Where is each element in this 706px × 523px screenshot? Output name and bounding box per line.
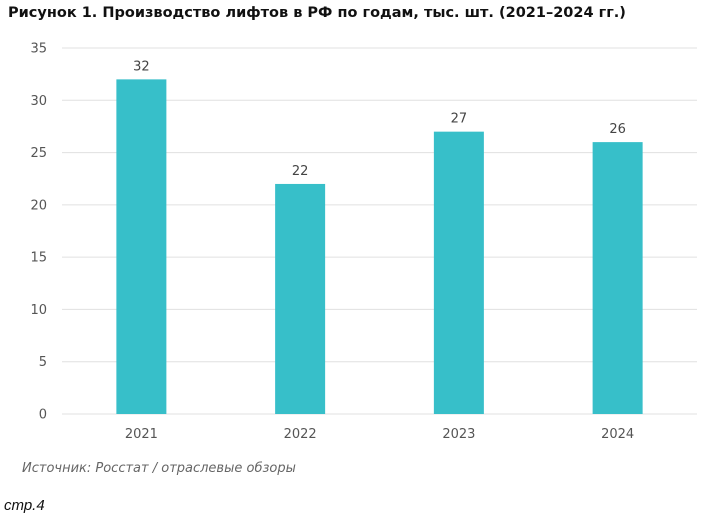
data-label: 26 xyxy=(609,122,626,137)
data-label: 27 xyxy=(451,112,468,127)
gridlines xyxy=(62,47,697,415)
y-tick-label: 0 xyxy=(39,408,47,423)
y-tick-label: 30 xyxy=(30,94,47,109)
bar-chart: 0 5 10 15 20 25 30 35 32 22 27 26 2021 2022 2023 2024 xyxy=(30,42,697,442)
bar xyxy=(433,131,484,414)
source-note: Источник: Росстат / отраслевые обзоры xyxy=(22,461,296,476)
y-tick-label: 25 xyxy=(30,146,47,161)
y-tick-label: 35 xyxy=(30,42,47,57)
x-tick-label: 2022 xyxy=(284,427,317,442)
x-tick-label: 2023 xyxy=(442,427,475,442)
x-axis-ticks: 2021 2022 2023 2024 xyxy=(125,427,634,442)
bar xyxy=(116,79,167,414)
bar xyxy=(592,142,643,414)
data-labels: 32 22 27 26 xyxy=(133,59,626,179)
page-number: стр.4 xyxy=(4,497,45,514)
x-tick-label: 2021 xyxy=(125,427,158,442)
y-axis-ticks: 0 5 10 15 20 25 30 35 xyxy=(30,42,47,423)
chart-title: Рисунок 1. Производство лифтов в РФ по г… xyxy=(8,5,626,21)
y-tick-label: 5 xyxy=(39,355,47,370)
x-tick-label: 2024 xyxy=(601,427,634,442)
y-tick-label: 10 xyxy=(30,303,47,318)
bar xyxy=(275,183,326,414)
y-tick-label: 20 xyxy=(30,198,47,213)
data-label: 22 xyxy=(292,164,309,179)
bars xyxy=(116,79,643,414)
y-tick-label: 15 xyxy=(30,251,47,266)
data-label: 32 xyxy=(133,59,150,74)
